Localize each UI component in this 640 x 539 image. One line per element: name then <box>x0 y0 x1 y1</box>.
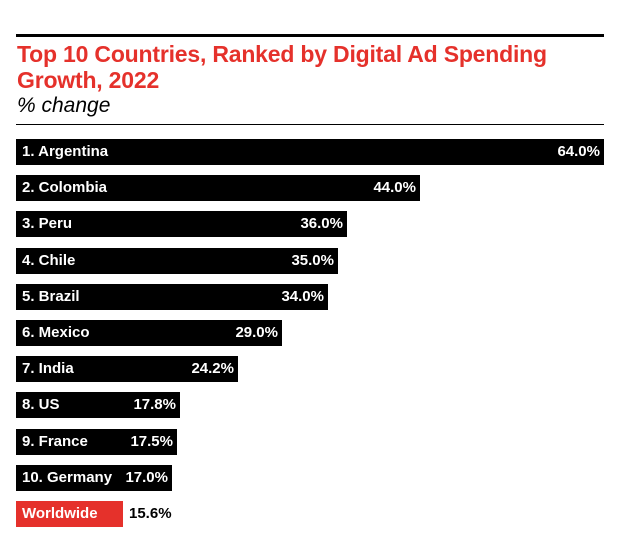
bar-9 <box>16 429 177 455</box>
category-label: 5. Brazil <box>22 288 80 305</box>
bar-4 <box>16 248 338 274</box>
value-label: 35.0% <box>291 252 334 269</box>
subtitle-rule <box>16 124 604 125</box>
category-label: 2. Colombia <box>22 179 108 196</box>
category-label: 3. Peru <box>22 215 73 232</box>
category-label: 10. Germany <box>22 469 113 486</box>
value-label: 24.2% <box>191 360 234 377</box>
value-label: 34.0% <box>281 288 324 305</box>
chart-title: Top 10 Countries, Ranked by Digital Ad S… <box>17 41 547 93</box>
value-label: 64.0% <box>557 143 600 160</box>
category-label: 7. India <box>22 360 74 377</box>
category-label: 4. Chile <box>22 252 76 269</box>
category-label: Worldwide <box>22 505 98 522</box>
value-label: 17.5% <box>130 433 173 450</box>
bar-7 <box>16 356 238 382</box>
category-label: 1. Argentina <box>22 143 109 160</box>
value-label: 44.0% <box>373 179 416 196</box>
bar-6 <box>16 320 282 346</box>
value-label: 17.8% <box>133 396 176 413</box>
bar-3 <box>16 211 347 237</box>
category-label: 9. France <box>22 433 88 450</box>
category-label: 8. US <box>22 396 60 413</box>
category-label: 6. Mexico <box>22 324 90 341</box>
value-label: 17.0% <box>125 469 168 486</box>
bar-11 <box>16 501 123 527</box>
bar-1 <box>16 139 604 165</box>
top-rule <box>16 34 604 37</box>
bar-8 <box>16 392 180 418</box>
chart-subtitle: % change <box>17 94 111 117</box>
value-label: 15.6% <box>129 505 172 522</box>
value-label: 29.0% <box>235 324 278 341</box>
bar-5 <box>16 284 328 310</box>
bar-2 <box>16 175 420 201</box>
bar-10 <box>16 465 172 491</box>
value-label: 36.0% <box>300 215 343 232</box>
